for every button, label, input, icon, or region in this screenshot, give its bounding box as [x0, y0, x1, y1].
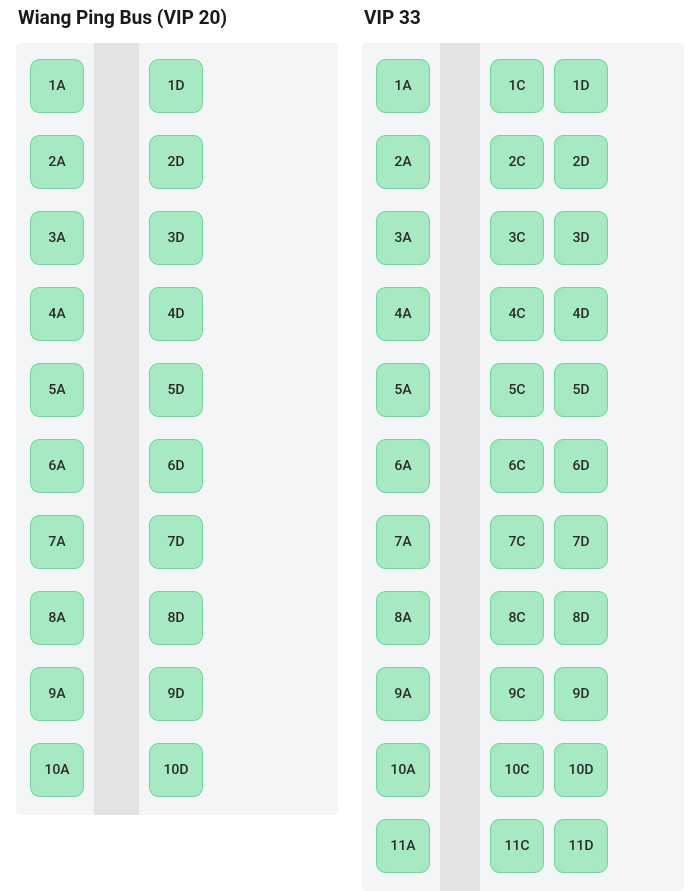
seat-5c[interactable]: 5C: [490, 363, 544, 417]
seat-8d[interactable]: 8D: [554, 591, 608, 645]
seat-row: 11A 11C11D: [376, 819, 670, 873]
seat-row: 7A 7D: [30, 515, 324, 569]
seat-1d[interactable]: 1D: [554, 59, 608, 113]
seat-7c[interactable]: 7C: [490, 515, 544, 569]
seat-4d[interactable]: 4D: [149, 287, 203, 341]
seat-10d[interactable]: 10D: [554, 743, 608, 797]
seat-6d[interactable]: 6D: [149, 439, 203, 493]
seat-row: 8A 8D: [30, 591, 324, 645]
seat-10a[interactable]: 10A: [376, 743, 430, 797]
seat-row: 3A 3D: [30, 211, 324, 265]
seat-row: 9A 9D: [30, 667, 324, 721]
seat-6a[interactable]: 6A: [30, 439, 84, 493]
seat-4a[interactable]: 4A: [30, 287, 84, 341]
seat-row: 10A 10D: [30, 743, 324, 797]
seat-5a[interactable]: 5A: [30, 363, 84, 417]
seat-3d[interactable]: 3D: [149, 211, 203, 265]
seat-row: 6A 6C6D: [376, 439, 670, 493]
seat-10c[interactable]: 10C: [490, 743, 544, 797]
seat-1d[interactable]: 1D: [149, 59, 203, 113]
seat-row: 10A 10C10D: [376, 743, 670, 797]
seat-5d[interactable]: 5D: [149, 363, 203, 417]
seat-3a[interactable]: 3A: [30, 211, 84, 265]
seat-2a[interactable]: 2A: [376, 135, 430, 189]
seat-10d[interactable]: 10D: [149, 743, 203, 797]
seat-row: 9A 9C9D: [376, 667, 670, 721]
seat-row: 3A 3C3D: [376, 211, 670, 265]
seat-row: 1A 1C1D: [376, 59, 670, 113]
seat-row: 5A 5C5D: [376, 363, 670, 417]
seat-9d[interactable]: 9D: [149, 667, 203, 721]
seat-9c[interactable]: 9C: [490, 667, 544, 721]
seat-7d[interactable]: 7D: [554, 515, 608, 569]
seat-1a[interactable]: 1A: [376, 59, 430, 113]
seat-10a[interactable]: 10A: [30, 743, 84, 797]
seat-7d[interactable]: 7D: [149, 515, 203, 569]
seat-row: 2A 2D: [30, 135, 324, 189]
seat-4d[interactable]: 4D: [554, 287, 608, 341]
seat-8c[interactable]: 8C: [490, 591, 544, 645]
seat-1c[interactable]: 1C: [490, 59, 544, 113]
seat-7a[interactable]: 7A: [376, 515, 430, 569]
seat-7a[interactable]: 7A: [30, 515, 84, 569]
seat-11d[interactable]: 11D: [554, 819, 608, 873]
bus-panel-vip33: VIP 33 1A1C1D2A2C2D3A3C3D4A4C4D5A5C5D6A6…: [362, 0, 684, 891]
seat-6a[interactable]: 6A: [376, 439, 430, 493]
seat-2d[interactable]: 2D: [149, 135, 203, 189]
seat-9a[interactable]: 9A: [30, 667, 84, 721]
seat-map-container: Wiang Ping Bus (VIP 20) 1A 1D 2A 2D 3A 3D 4A 4D…: [0, 0, 700, 891]
bus-title: VIP 33: [364, 6, 684, 29]
seat-2c[interactable]: 2C: [490, 135, 544, 189]
seat-11a[interactable]: 11A: [376, 819, 430, 873]
seat-1a[interactable]: 1A: [30, 59, 84, 113]
seat-row: 8A 8C8D: [376, 591, 670, 645]
seat-row: 2A 2C2D: [376, 135, 670, 189]
seat-8a[interactable]: 8A: [376, 591, 430, 645]
seat-row: 4A 4D: [30, 287, 324, 341]
seat-8a[interactable]: 8A: [30, 591, 84, 645]
seat-row: 7A 7C7D: [376, 515, 670, 569]
seat-4c[interactable]: 4C: [490, 287, 544, 341]
seat-3c[interactable]: 3C: [490, 211, 544, 265]
seat-9d[interactable]: 9D: [554, 667, 608, 721]
seat-row: 4A 4C4D: [376, 287, 670, 341]
seat-map-vip20: 1A1D2A2D3A3D4A4D5A5D6A6D7A7D8A8D9A9D10A1…: [16, 43, 338, 815]
seat-8d[interactable]: 8D: [149, 591, 203, 645]
seat-11c[interactable]: 11C: [490, 819, 544, 873]
seat-6c[interactable]: 6C: [490, 439, 544, 493]
bus-panel-vip20: Wiang Ping Bus (VIP 20) 1A 1D 2A 2D 3A 3D 4A 4D…: [16, 0, 338, 891]
seat-row: 1A 1D: [30, 59, 324, 113]
seat-6d[interactable]: 6D: [554, 439, 608, 493]
seat-2a[interactable]: 2A: [30, 135, 84, 189]
seat-map-vip33: 1A 1C1D 2A 2C2D 3A 3C3D 4A 4C4D 5A 5C5D 6A 6C6D 7A 7C…: [362, 43, 684, 891]
seat-9a[interactable]: 9A: [376, 667, 430, 721]
seat-5a[interactable]: 5A: [376, 363, 430, 417]
seat-2d[interactable]: 2D: [554, 135, 608, 189]
seat-3d[interactable]: 3D: [554, 211, 608, 265]
seat-5d[interactable]: 5D: [554, 363, 608, 417]
seat-row: 6A 6D: [30, 439, 324, 493]
seat-4a[interactable]: 4A: [376, 287, 430, 341]
seat-row: 5A 5D: [30, 363, 324, 417]
bus-title: Wiang Ping Bus (VIP 20): [18, 6, 338, 29]
seat-3a[interactable]: 3A: [376, 211, 430, 265]
